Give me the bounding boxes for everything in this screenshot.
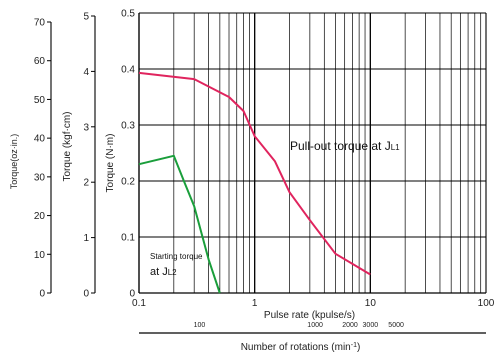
x-tick-label: 0.1 <box>132 298 146 309</box>
y-tick-label: 0.2 <box>121 177 135 188</box>
y-axis-title: Torque (N·m) <box>105 134 116 193</box>
x-tick-label: 1 <box>252 298 258 309</box>
kgfcm-tick-label: 1 <box>83 233 89 244</box>
starting-torque-line <box>138 154 221 294</box>
ozin-tick-label: 70 <box>34 18 46 29</box>
ozin-tick-label: 40 <box>34 134 46 145</box>
rotation-tick-label: 100 <box>194 322 206 329</box>
starting-annotation-line1: Starting torque <box>150 252 203 261</box>
ozin-tick-label: 50 <box>34 95 46 106</box>
grid <box>138 12 487 293</box>
starting-annotation-line2: at JL2 <box>150 266 177 278</box>
y-tick-label: 0.5 <box>121 9 135 20</box>
y-tick-label: 0.3 <box>121 121 135 132</box>
kgfcm-tick-label: 3 <box>83 122 89 133</box>
kgfcm-tick-label: 0 <box>83 289 89 300</box>
kgfcm-tick-label: 2 <box>83 178 89 189</box>
pullout-torque-line <box>138 71 371 276</box>
ozin-tick-label: 20 <box>34 211 46 222</box>
ozin-tick-label: 30 <box>34 172 46 183</box>
labels: Pull-out torque at JL1 Starting torque at … <box>150 139 400 278</box>
x-tick-label: 10 <box>365 298 377 309</box>
ozin-tick-label: 60 <box>34 56 46 67</box>
ozin-axis-title: Torque(oz·in.) <box>9 134 19 190</box>
x-axis-title: Pulse rate (kpulse/s) <box>264 310 355 321</box>
rotation-tick-label: 2000 <box>342 322 358 329</box>
rotation-axis-title: Number of rotations (min-1) <box>241 342 361 354</box>
kgfcm-tick-label: 4 <box>83 67 89 78</box>
rotation-tick-label: 3000 <box>363 322 379 329</box>
y-tick-label: 0 <box>129 289 135 300</box>
rotation-tick-label: 1000 <box>307 322 323 329</box>
y-tick-label: 0.1 <box>121 233 135 244</box>
series <box>138 71 371 294</box>
ozin-tick-label: 0 <box>39 289 45 300</box>
kgfcm-tick-label: 5 <box>83 12 89 23</box>
rotation-tick-label: 5000 <box>388 322 404 329</box>
pullout-annotation: Pull-out torque at JL1 <box>290 139 400 153</box>
ozin-tick-label: 10 <box>34 250 46 261</box>
kgfcm-axis-title: Torque (kgf·cm) <box>62 111 73 181</box>
x-tick-label: 100 <box>478 298 495 309</box>
y-tick-label: 0.4 <box>121 65 135 76</box>
